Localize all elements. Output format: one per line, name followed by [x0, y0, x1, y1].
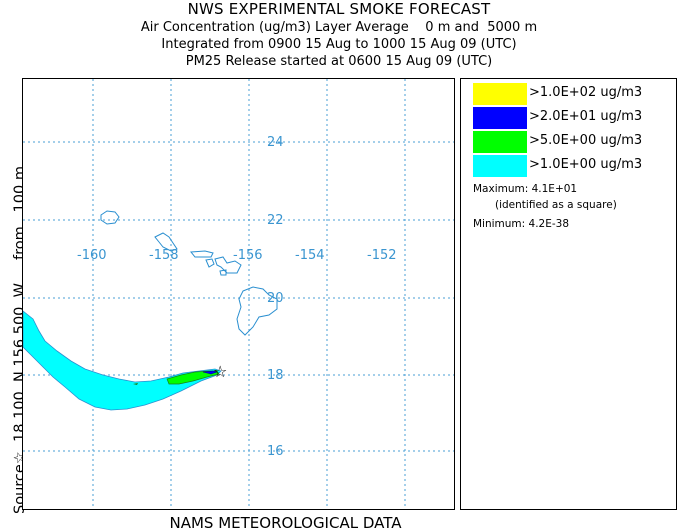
- island-oahu: [154, 232, 178, 252]
- legend-label: >2.0E+01 ug/m3: [529, 109, 643, 124]
- subtitle-concentration: Air Concentration (ug/m3) Layer Average …: [140, 20, 538, 35]
- lon-label: -156: [233, 248, 263, 263]
- source-star-icon: ☆: [213, 362, 227, 381]
- maximum-note: (identified as a square): [495, 199, 617, 211]
- island-maui: [214, 256, 242, 274]
- island-molokai: [190, 250, 214, 258]
- hawaiian-islands: [100, 210, 278, 336]
- lat-label: 24: [267, 135, 284, 150]
- page-title: NWS EXPERIMENTAL SMOKE FORECAST: [187, 0, 491, 18]
- legend-swatch-yellow: [473, 83, 527, 105]
- legend-swatch-blue: [473, 107, 527, 129]
- plume-contour-low: [23, 310, 222, 411]
- island-kauai: [100, 210, 120, 225]
- island-lanai: [205, 258, 215, 268]
- plume-fleck: [133, 383, 138, 385]
- subtitle-integration: Integrated from 0900 15 Aug to 1000 15 A…: [161, 37, 517, 52]
- longitude-labels: -160 -158 -156 -154 -152: [77, 248, 397, 263]
- lon-label: -158: [149, 248, 179, 263]
- plume-contour-high: [202, 370, 218, 375]
- maximum-value: Maximum: 4.1E+01: [473, 183, 578, 195]
- legend-swatch-green: [473, 131, 527, 153]
- lon-label: -154: [295, 248, 325, 263]
- legend-label: >5.0E+00 ug/m3: [529, 133, 643, 148]
- legend-label: >1.0E+02 ug/m3: [529, 85, 643, 100]
- island-kahoolawe: [219, 269, 227, 276]
- lon-label: -152: [367, 248, 397, 263]
- smoke-plume: [23, 310, 222, 411]
- plume-contour-mid: [166, 370, 220, 385]
- latitude-labels: 24 22 20 18 16: [267, 135, 284, 459]
- legend-panel: >1.0E+02 ug/m3 >2.0E+01 ug/m3 >5.0E+00 u…: [460, 78, 677, 510]
- graticule: [23, 79, 454, 509]
- minimum-value: Minimum: 4.2E-38: [473, 218, 570, 230]
- lat-label: 18: [267, 368, 284, 383]
- map-canvas: 24 22 20 18 16 -160 -158 -156 -154 -152 …: [23, 79, 454, 509]
- legend-label: >1.0E+00 ug/m3: [529, 157, 643, 172]
- lat-label: 20: [267, 291, 284, 306]
- data-source-footer: NAMS METEOROLOGICAL DATA: [169, 514, 402, 532]
- lat-label: 22: [267, 213, 284, 228]
- legend-swatch-cyan: [473, 155, 527, 177]
- lon-label: -160: [77, 248, 107, 263]
- island-hawaii: [236, 286, 278, 336]
- map-panel[interactable]: 24 22 20 18 16 -160 -158 -156 -154 -152 …: [22, 78, 455, 510]
- subtitle-release: PM25 Release started at 0600 15 Aug 09 (…: [185, 54, 493, 69]
- lat-label: 16: [267, 444, 284, 459]
